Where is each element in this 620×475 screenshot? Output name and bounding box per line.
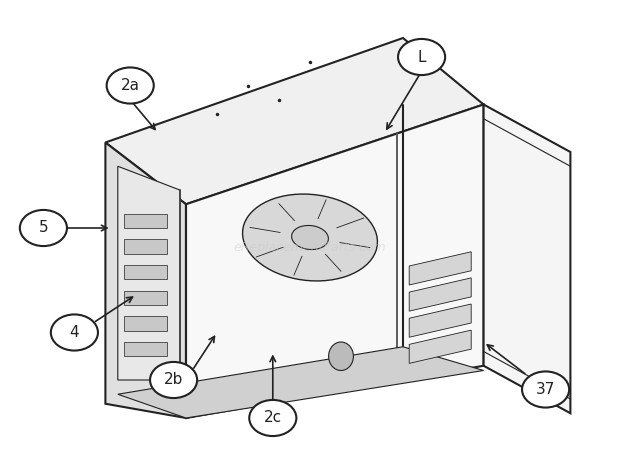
- Circle shape: [249, 400, 296, 436]
- Circle shape: [150, 362, 197, 398]
- Text: 2c: 2c: [264, 410, 282, 426]
- Polygon shape: [105, 142, 186, 418]
- Text: 37: 37: [536, 382, 556, 397]
- Polygon shape: [409, 278, 471, 311]
- Polygon shape: [124, 316, 167, 331]
- Polygon shape: [186, 104, 484, 418]
- Text: eReplacementParts.com: eReplacementParts.com: [234, 240, 386, 254]
- Polygon shape: [409, 252, 471, 285]
- Ellipse shape: [291, 226, 329, 249]
- Text: 2b: 2b: [164, 372, 184, 388]
- Text: 2a: 2a: [121, 78, 140, 93]
- Circle shape: [20, 210, 67, 246]
- Text: 5: 5: [38, 220, 48, 236]
- Polygon shape: [118, 347, 484, 418]
- Polygon shape: [118, 166, 180, 380]
- Polygon shape: [124, 239, 167, 254]
- Ellipse shape: [329, 342, 353, 370]
- Text: L: L: [417, 49, 426, 65]
- Polygon shape: [124, 291, 167, 305]
- Polygon shape: [409, 304, 471, 337]
- Polygon shape: [124, 265, 167, 279]
- Polygon shape: [105, 38, 484, 204]
- Polygon shape: [124, 214, 167, 228]
- Polygon shape: [409, 330, 471, 363]
- Circle shape: [51, 314, 98, 351]
- Circle shape: [522, 371, 569, 408]
- Ellipse shape: [242, 194, 378, 281]
- Text: 4: 4: [69, 325, 79, 340]
- Polygon shape: [124, 342, 167, 356]
- Circle shape: [107, 67, 154, 104]
- Polygon shape: [484, 104, 570, 413]
- Circle shape: [398, 39, 445, 75]
